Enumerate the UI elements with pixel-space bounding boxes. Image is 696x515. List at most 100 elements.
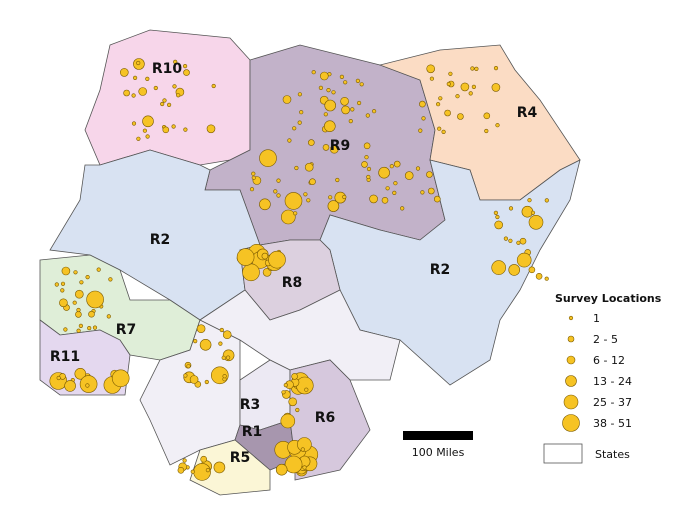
survey-location-point: [307, 139, 315, 146]
survey-location-point: [213, 461, 226, 474]
survey-location-point: [535, 272, 543, 280]
survey-location-point: [162, 98, 167, 103]
survey-location-point: [365, 113, 370, 118]
region-label: R3: [240, 397, 261, 413]
survey-location-point: [205, 468, 210, 473]
survey-location-point: [268, 250, 286, 269]
survey-location-point: [288, 397, 298, 407]
region-label: R8: [282, 275, 303, 291]
survey-location-point: [276, 178, 281, 183]
survey-location-point: [304, 387, 309, 392]
survey-location-point: [369, 194, 378, 204]
survey-location-point: [389, 164, 394, 169]
survey-location-point: [145, 134, 150, 139]
survey-location-point: [218, 341, 223, 346]
survey-location-point: [319, 71, 329, 81]
survey-location-point: [366, 166, 372, 172]
survey-location-point: [297, 92, 303, 97]
survey-location-point: [222, 374, 227, 379]
survey-location-point: [544, 276, 549, 281]
survey-location-point: [304, 162, 314, 172]
survey-location-point: [323, 120, 336, 132]
survey-location-point: [527, 198, 532, 203]
survey-location-point: [421, 116, 426, 121]
survey-location-point: [242, 263, 260, 282]
region-r10: [84, 29, 251, 166]
survey-location-point: [361, 161, 368, 168]
survey-location-point: [457, 113, 464, 120]
survey-location-point: [363, 142, 371, 150]
survey-location-point: [519, 237, 527, 245]
survey-location-point: [183, 127, 188, 132]
survey-location-point: [275, 463, 288, 476]
region-r2e: [319, 159, 581, 386]
survey-location-point: [172, 84, 177, 89]
survey-location-point: [276, 193, 281, 198]
region-label: R2: [430, 262, 451, 278]
survey-location-point: [59, 298, 68, 308]
survey-location-point: [483, 112, 491, 120]
survey-location-point: [60, 288, 65, 293]
survey-location-point: [160, 101, 165, 107]
survey-location-point: [273, 189, 278, 194]
survey-location-point: [470, 66, 475, 71]
survey-location-point: [419, 100, 426, 108]
survey-location-point: [176, 93, 181, 98]
survey-location-point: [341, 105, 350, 115]
survey-location-point: [335, 177, 340, 183]
survey-location-point: [441, 129, 446, 134]
survey-location-point: [508, 238, 513, 243]
survey-location-point: [448, 71, 453, 76]
survey-location-point: [85, 275, 90, 280]
survey-location-point: [364, 155, 369, 160]
survey-location-point: [283, 383, 288, 388]
legend-symbol: [567, 335, 575, 343]
survey-location-point: [211, 83, 216, 89]
survey-location-point: [418, 128, 423, 133]
survey-location-point: [433, 195, 441, 203]
survey-location-point: [291, 373, 298, 380]
survey-location-point: [437, 126, 442, 131]
survey-location-point: [177, 466, 185, 474]
region-label: R1: [242, 424, 263, 440]
survey-location-point: [222, 330, 232, 340]
survey-location-point: [85, 383, 90, 388]
survey-location-point: [280, 413, 296, 429]
survey-location-point: [328, 195, 333, 200]
legend-states-swatch: [543, 443, 583, 464]
survey-location-point: [292, 126, 297, 131]
survey-location-point: [193, 339, 198, 344]
survey-location-point: [236, 248, 255, 266]
survey-location-point: [76, 328, 81, 333]
survey-location-point: [508, 206, 514, 211]
survey-location-point: [249, 187, 255, 192]
survey-location-point: [204, 379, 209, 385]
survey-location-point: [92, 325, 98, 330]
survey-location-point: [323, 112, 328, 117]
survey-location-point: [474, 66, 479, 71]
survey-location-point: [302, 465, 307, 470]
survey-location-point: [131, 93, 136, 98]
survey-location-point: [183, 373, 188, 378]
survey-location-point: [436, 102, 441, 107]
survey-location-point: [120, 68, 129, 77]
survey-location-point: [75, 311, 82, 318]
survey-location-point: [309, 178, 316, 185]
survey-location-point: [491, 83, 501, 92]
survey-location-point: [355, 78, 361, 83]
survey-location-point: [282, 95, 292, 104]
survey-location-point: [142, 115, 154, 128]
survey-location-point: [528, 266, 536, 274]
survey-location-point: [324, 99, 337, 112]
survey-location-point: [339, 74, 345, 79]
survey-location-point: [183, 69, 190, 76]
survey-location-point: [516, 252, 532, 268]
survey-location-point: [251, 171, 256, 176]
survey-location-point: [455, 94, 460, 99]
survey-location-point: [86, 290, 104, 309]
legend: Survey Locations 1 2 - 5 6 - 12 13 - 24 25 -…: [543, 292, 662, 464]
survey-location-point: [343, 80, 348, 85]
legend-class-label: 13 - 24: [593, 375, 632, 388]
survey-location-point: [326, 87, 331, 93]
survey-location-point: [530, 210, 536, 215]
